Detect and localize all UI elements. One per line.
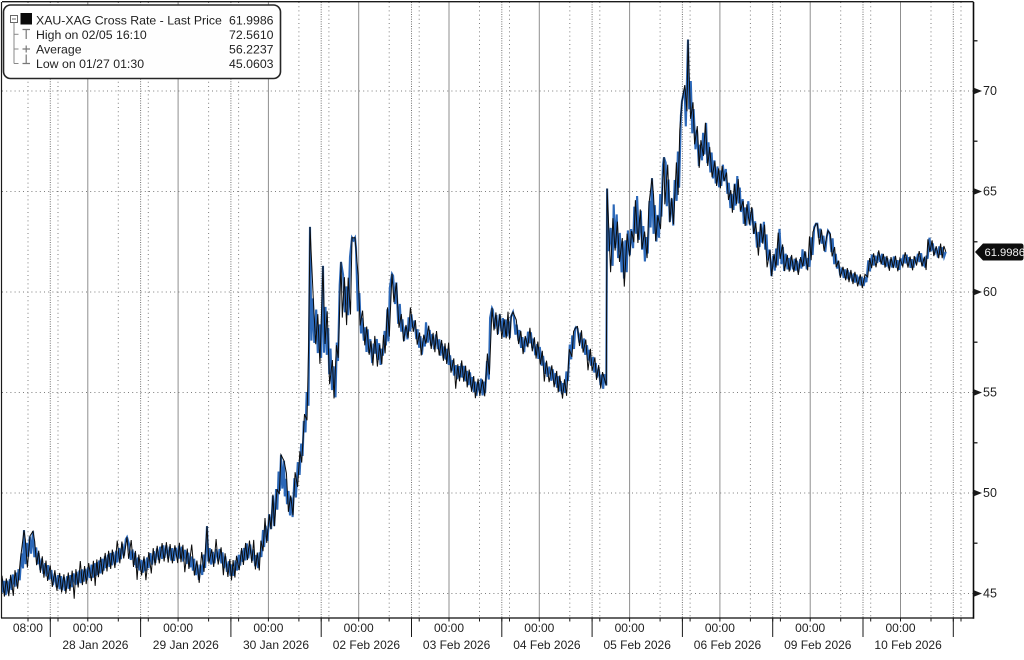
svg-text:30 Jan 2026: 30 Jan 2026 <box>243 638 309 652</box>
svg-text:04 Feb 2026: 04 Feb 2026 <box>513 638 581 652</box>
svg-text:45.0603: 45.0603 <box>229 57 274 71</box>
svg-text:00:00: 00:00 <box>253 621 283 635</box>
svg-text:Average: Average <box>36 42 82 56</box>
svg-text:61.9986: 61.9986 <box>229 14 274 28</box>
svg-text:00:00: 00:00 <box>885 621 915 635</box>
svg-text:45: 45 <box>983 587 997 601</box>
svg-text:Low on 01/27 01:30: Low on 01/27 01:30 <box>36 57 144 71</box>
svg-text:60: 60 <box>983 285 997 299</box>
svg-text:00:00: 00:00 <box>705 621 735 635</box>
svg-text:02 Feb 2026: 02 Feb 2026 <box>333 638 401 652</box>
svg-text:65: 65 <box>983 185 997 199</box>
svg-text:72.5610: 72.5610 <box>229 28 274 42</box>
svg-text:10 Feb 2026: 10 Feb 2026 <box>874 638 942 652</box>
svg-text:XAU-XAG Cross Rate - Last Pric: XAU-XAG Cross Rate - Last Price <box>36 14 222 28</box>
svg-text:00:00: 00:00 <box>615 621 645 635</box>
svg-text:70: 70 <box>983 84 997 98</box>
svg-text:56.2237: 56.2237 <box>229 42 274 56</box>
svg-text:28 Jan 2026: 28 Jan 2026 <box>62 638 128 652</box>
svg-text:00:00: 00:00 <box>73 621 103 635</box>
svg-text:00:00: 00:00 <box>434 621 464 635</box>
svg-text:50: 50 <box>983 486 997 500</box>
svg-text:00:00: 00:00 <box>344 621 374 635</box>
svg-text:05 Feb 2026: 05 Feb 2026 <box>604 638 672 652</box>
svg-text:00:00: 00:00 <box>524 621 554 635</box>
svg-text:00:00: 00:00 <box>163 621 193 635</box>
svg-text:29 Jan 2026: 29 Jan 2026 <box>153 638 219 652</box>
svg-text:High on 02/05 16:10: High on 02/05 16:10 <box>36 28 147 42</box>
svg-text:06 Feb 2026: 06 Feb 2026 <box>694 638 762 652</box>
svg-text:00:00: 00:00 <box>795 621 825 635</box>
svg-text:03 Feb 2026: 03 Feb 2026 <box>423 638 491 652</box>
svg-text:09 Feb 2026: 09 Feb 2026 <box>784 638 852 652</box>
svg-text:08:00: 08:00 <box>13 621 43 635</box>
svg-text:55: 55 <box>983 386 997 400</box>
svg-text:61.9986: 61.9986 <box>985 247 1024 259</box>
